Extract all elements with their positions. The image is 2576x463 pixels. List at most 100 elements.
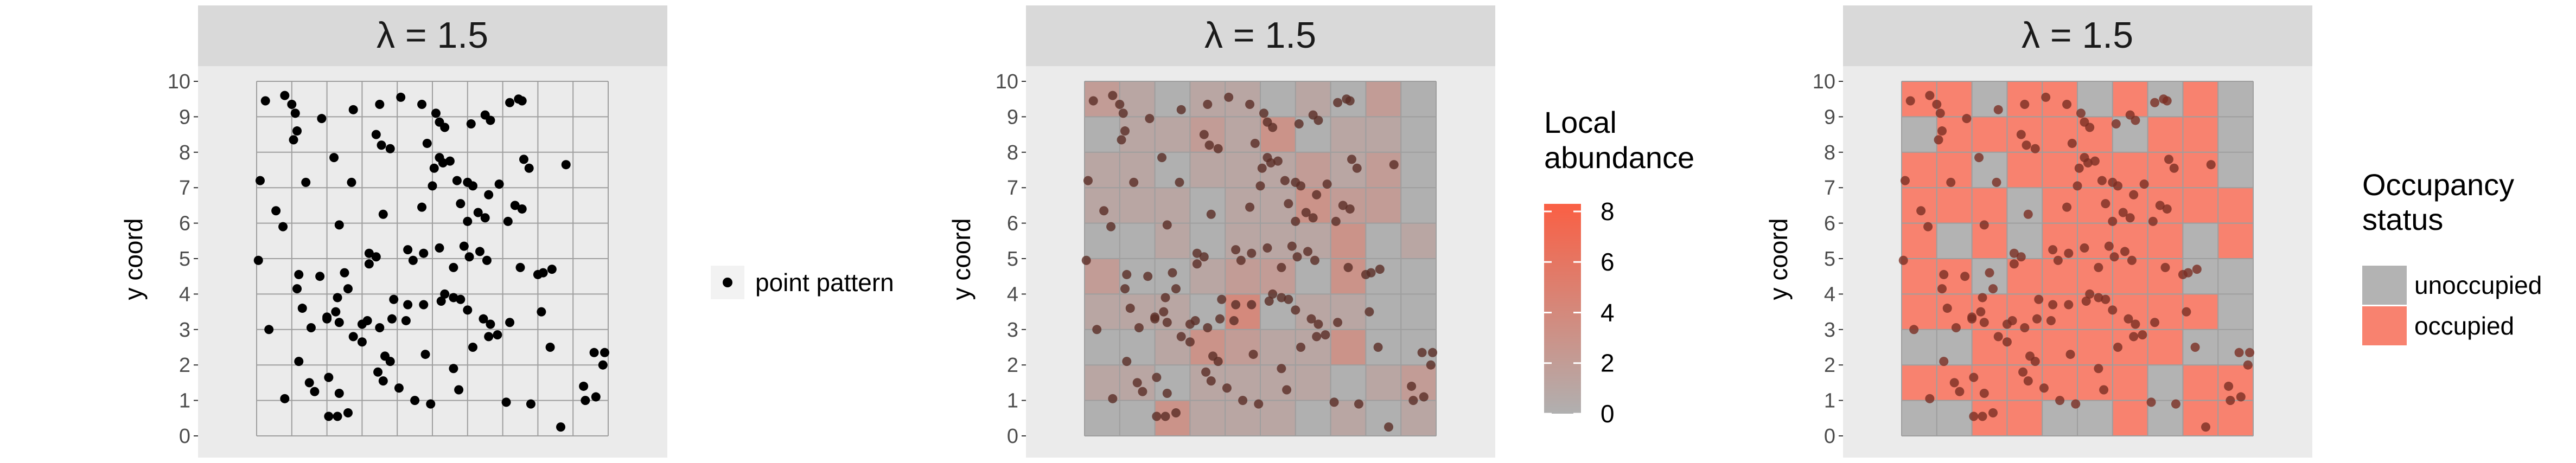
data-point (2111, 119, 2121, 128)
data-point (2048, 245, 2058, 255)
data-point (364, 259, 374, 269)
grid-cell (1155, 117, 1190, 153)
grid-cell (1260, 223, 1296, 259)
data-point (456, 199, 466, 209)
grid-cell (1330, 117, 1366, 153)
data-point (1389, 160, 1399, 170)
data-point (2131, 115, 2140, 125)
grid-cell (1401, 400, 1437, 436)
data-point (429, 163, 439, 173)
data-point (1313, 115, 1323, 125)
data-point (2131, 319, 2140, 329)
grid-cell (1155, 365, 1190, 401)
data-point (517, 96, 527, 106)
grid-cell (1190, 188, 1226, 224)
data-point (431, 108, 441, 118)
data-point (1993, 105, 2003, 114)
data-point (1282, 385, 1292, 395)
data-point (1159, 307, 1169, 317)
data-point (1192, 248, 1202, 258)
data-point (463, 305, 473, 315)
grid-cell (2183, 329, 2218, 365)
grid-cell (1972, 188, 2007, 224)
grid-cell (2218, 117, 2254, 153)
legend-title-line-1: Local (1544, 105, 1617, 139)
y-tick-label: 0 (1824, 425, 1835, 448)
data-point (362, 316, 372, 325)
data-point (1979, 220, 1989, 230)
data-point (1245, 202, 1255, 212)
y-tick-label: 1 (179, 390, 190, 413)
data-point (1255, 181, 1265, 191)
grid-cell (2042, 365, 2078, 401)
data-point (1932, 100, 1942, 110)
data-point (1245, 100, 1255, 110)
data-point (1345, 96, 1355, 106)
grid-cell (1401, 223, 1437, 259)
data-point (417, 202, 427, 212)
data-point (1129, 177, 1139, 187)
y-tick-label: 7 (179, 177, 190, 200)
data-point (1171, 284, 1181, 294)
y-tick-label: 1 (1824, 390, 1835, 413)
grid-cell (2183, 81, 2218, 117)
data-point (1338, 201, 1348, 210)
data-point (501, 397, 511, 407)
data-point (1266, 158, 1276, 168)
grid-cell (1225, 188, 1261, 224)
data-point (334, 220, 344, 230)
data-point (2118, 208, 2128, 217)
data-point (292, 284, 302, 294)
data-point (2020, 323, 2030, 333)
grid-cell (2077, 259, 2113, 294)
data-point (1978, 411, 1987, 421)
data-point (2032, 314, 2042, 324)
data-point (1900, 176, 1910, 185)
data-point (438, 158, 448, 168)
y-tick-label: 6 (179, 213, 190, 235)
data-point (1081, 255, 1091, 265)
data-point (1428, 348, 1438, 357)
data-point (1898, 255, 1908, 265)
data-point (2124, 314, 2133, 324)
data-point (503, 216, 513, 226)
data-point (1426, 360, 1436, 370)
data-point (2192, 265, 2202, 274)
data-point (1150, 314, 1160, 324)
data-point (2120, 247, 2129, 256)
data-point (1204, 140, 1214, 150)
grid-cell (1936, 400, 1973, 436)
grid-cell (1401, 81, 1437, 117)
y-tick-label: 7 (1824, 177, 1835, 200)
data-point (1138, 387, 1147, 396)
data-point (377, 140, 386, 150)
grid-cell (1366, 400, 1401, 436)
data-point (475, 247, 484, 256)
data-point (343, 284, 353, 294)
data-point (1122, 357, 1132, 366)
data-point (403, 300, 413, 310)
data-point (389, 294, 399, 304)
grid-cell (1936, 223, 1973, 259)
data-point (589, 348, 599, 357)
legend-label-point-pattern: point pattern (755, 268, 894, 297)
panel-title: λ = 1.5 (1204, 15, 1316, 56)
data-point (537, 307, 546, 317)
data-point (1134, 323, 1144, 333)
y-tick-label: 4 (1007, 283, 1018, 306)
data-point (343, 408, 353, 417)
grid-cell (1225, 294, 1261, 330)
grid-cell (1972, 223, 2007, 259)
data-point (1115, 100, 1125, 110)
grid-cell (1366, 223, 1401, 259)
y-tick-label: 4 (1824, 283, 1835, 306)
data-point (2148, 216, 2158, 226)
data-point (2146, 397, 2156, 407)
data-point (422, 138, 432, 148)
data-point (419, 300, 429, 310)
data-point (1215, 314, 1225, 324)
data-point (2099, 385, 2109, 395)
data-point (1312, 332, 1322, 342)
data-point (324, 411, 334, 421)
grid-cell (2147, 117, 2183, 153)
